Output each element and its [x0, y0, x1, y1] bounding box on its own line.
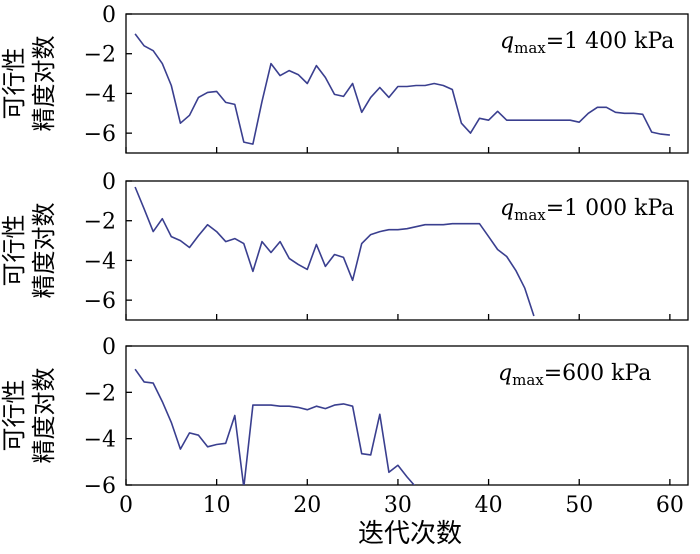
x-tick-label: 0: [119, 493, 133, 518]
panel-1: 0 −2 −4 −6 可行性精度对数 qmax=1 400 kPa: [0, 3, 689, 154]
y-axis-label-line: 精度对数: [30, 368, 58, 464]
annotation-sub: max: [512, 371, 544, 389]
annotation-q: q: [498, 361, 512, 386]
annotation-value: =600 kPa: [544, 361, 652, 386]
x-tick-label: 20: [293, 493, 321, 518]
y-tick-label: 0: [102, 335, 116, 360]
x-axis-label: 迭代次数: [358, 519, 462, 549]
annotation-q: q: [500, 29, 514, 54]
y-tick-label: 0: [102, 170, 116, 195]
y-tick-label: −6: [84, 122, 116, 147]
series-annotation: qmax=600 kPa: [498, 361, 651, 389]
series-line: [134, 368, 416, 485]
x-tick-label: 40: [475, 493, 503, 518]
y-axis-label-line: 可行性: [0, 380, 28, 452]
annotation-sub: max: [514, 206, 546, 224]
y-axis-label: 可行性精度对数: [0, 36, 58, 132]
y-tick-label: −6: [84, 474, 116, 499]
y-axis-label: 可行性精度对数: [0, 368, 58, 464]
y-axis-label-line: 可行性: [0, 215, 28, 287]
panel-2: 0 −2 −4 −6 可行性精度对数 qmax=1 000 kPa: [0, 170, 689, 321]
series-annotation: qmax=1 000 kPa: [500, 196, 674, 224]
y-axis-label: 可行性精度对数: [0, 203, 58, 299]
x-tick-label: 60: [656, 493, 684, 518]
y-axis-label-line: 可行性: [0, 48, 28, 120]
y-tick-label: 0: [102, 3, 116, 28]
plot-frame: [125, 345, 689, 486]
y-tick-label: −4: [84, 428, 116, 453]
annotation-q: q: [500, 196, 514, 221]
x-tick-label: 50: [565, 493, 593, 518]
series-annotation: qmax=1 400 kPa: [500, 29, 674, 57]
y-tick-label: −2: [84, 210, 116, 235]
plot-frame: [125, 13, 689, 154]
series-line: [134, 186, 535, 317]
y-axis-label-line: 精度对数: [30, 203, 58, 299]
x-tick-label: 30: [384, 493, 412, 518]
y-tick-label: −4: [84, 249, 116, 274]
y-tick-label: −4: [84, 82, 116, 107]
x-tick-label: 10: [203, 493, 231, 518]
annotation-sub: max: [514, 39, 546, 57]
y-tick-label: −2: [84, 381, 116, 406]
plot-frame: [125, 180, 689, 321]
y-axis-label-line: 精度对数: [30, 36, 58, 132]
series-line: [134, 33, 670, 145]
y-tick-label: −2: [84, 43, 116, 68]
y-tick-label: −6: [84, 289, 116, 314]
annotation-value: =1 400 kPa: [546, 29, 675, 54]
annotation-value: =1 000 kPa: [546, 196, 675, 221]
